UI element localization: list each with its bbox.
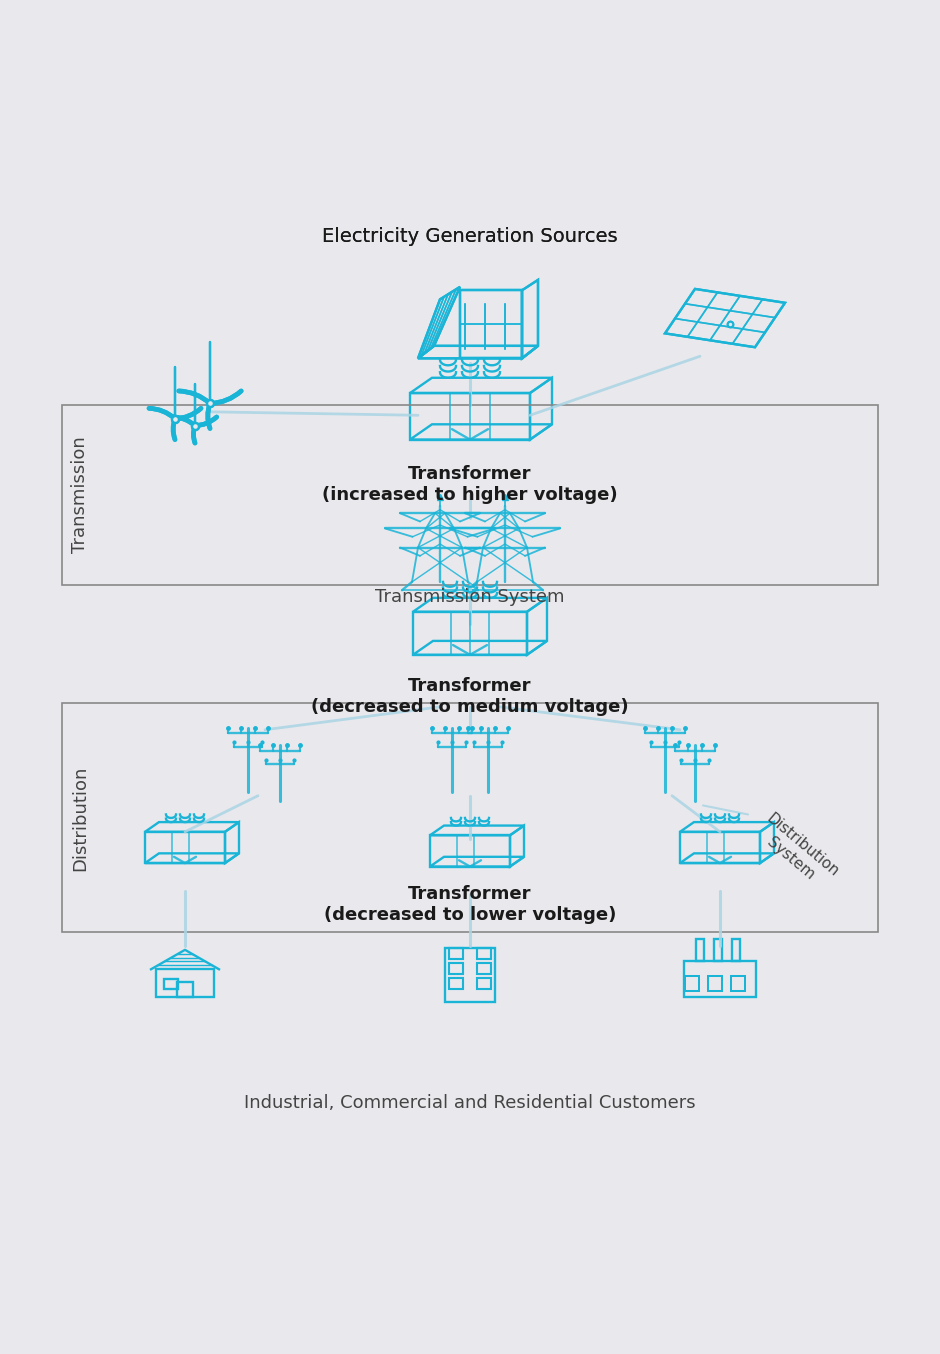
Text: Transformer
(increased to higher voltage): Transformer (increased to higher voltage…: [322, 466, 618, 504]
Text: Distribution
System: Distribution System: [752, 811, 841, 894]
Text: Distribution: Distribution: [71, 765, 89, 871]
Text: Transmission System: Transmission System: [375, 588, 565, 607]
Text: Electricity Generation Sources: Electricity Generation Sources: [322, 226, 618, 245]
Text: Industrial, Commercial and Residential Customers: Industrial, Commercial and Residential C…: [244, 1094, 696, 1112]
Text: Transformer
(decreased to lower voltage): Transformer (decreased to lower voltage): [323, 886, 617, 925]
Text: Transformer
(decreased to medium voltage): Transformer (decreased to medium voltage…: [311, 677, 629, 716]
Text: Electricity Generation Sources: Electricity Generation Sources: [322, 226, 618, 245]
Text: Transmission: Transmission: [71, 437, 89, 554]
